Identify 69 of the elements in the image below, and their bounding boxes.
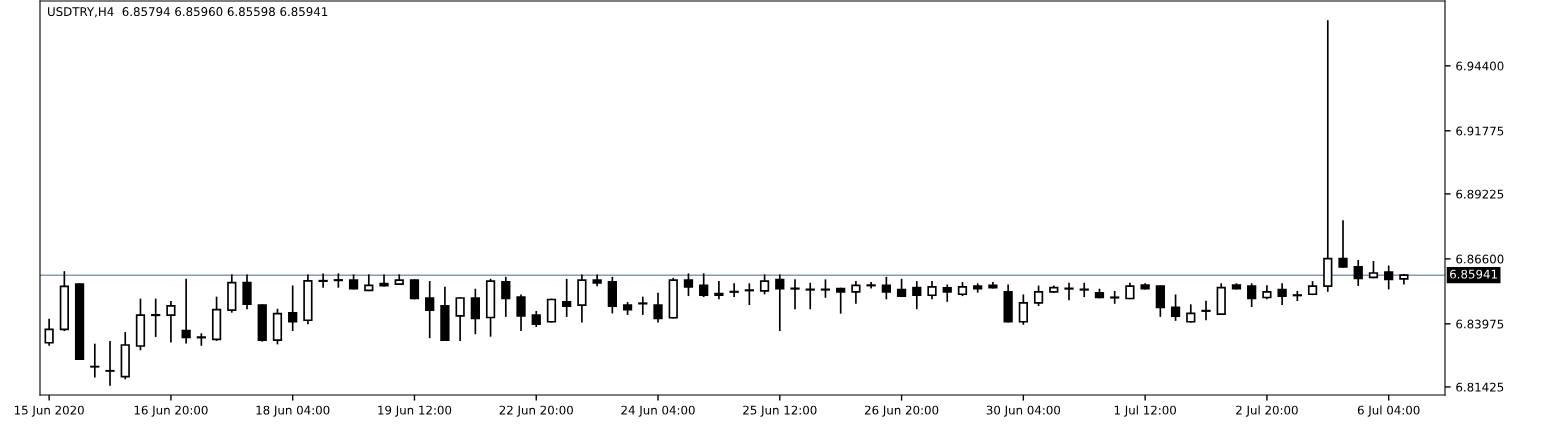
x-tick-label: 30 Jun 04:00 xyxy=(986,405,1061,417)
x-tick-label: 18 Jun 04:00 xyxy=(256,405,330,417)
candlestick xyxy=(44,318,54,346)
y-tick-label: 6.81425 xyxy=(1456,382,1504,392)
x-tick-label: 25 Jun 12:00 xyxy=(743,405,817,417)
candlestick xyxy=(242,274,252,310)
x-tick-label: 16 Jun 20:00 xyxy=(134,405,208,417)
candlestick xyxy=(1170,294,1181,321)
candlestick xyxy=(105,340,115,386)
candlestick xyxy=(318,273,328,288)
candlestick xyxy=(912,281,922,310)
y-tick-label: 6.94400 xyxy=(1456,61,1504,71)
candlestick xyxy=(638,296,648,315)
chart-title: USDTRY,H4 6.85794 6.85960 6.85598 6.85941 xyxy=(48,7,328,18)
candlestick xyxy=(1277,283,1287,306)
x-tick-label: 2 Jul 20:00 xyxy=(1236,405,1298,417)
y-tick-label: 6.83975 xyxy=(1456,319,1504,329)
candlestick xyxy=(1018,294,1028,325)
candlestick xyxy=(409,279,420,300)
candlestick xyxy=(455,297,465,341)
candlestick xyxy=(1155,285,1165,317)
candlestick xyxy=(546,298,557,323)
candlestick xyxy=(729,283,739,298)
candlestick xyxy=(683,273,694,297)
candlestick xyxy=(699,273,709,298)
candlestick xyxy=(653,292,663,323)
x-tick-label: 22 Jun 20:00 xyxy=(499,405,573,417)
y-tick-label: 6.89225 xyxy=(1456,189,1504,199)
candlestick xyxy=(288,285,298,331)
x-tick-label: 6 Jul 04:00 xyxy=(1357,405,1420,417)
candlestick xyxy=(1079,282,1089,298)
candlestick xyxy=(90,343,100,378)
candlestick xyxy=(501,276,511,317)
candlestick xyxy=(1033,285,1044,306)
candlestick xyxy=(1353,260,1363,286)
candlestick xyxy=(881,276,891,300)
candlestick xyxy=(1201,300,1211,321)
candlestick xyxy=(759,274,770,295)
candlestick xyxy=(836,287,846,314)
candlestick xyxy=(973,283,983,293)
ref-line-label: 6.85941 xyxy=(1450,269,1497,279)
candlestick xyxy=(790,279,800,310)
x-tick-label: 15 Jun 2020 xyxy=(14,405,84,417)
candlestick xyxy=(470,288,480,335)
candlestick xyxy=(1110,290,1120,304)
candlestick xyxy=(516,294,526,331)
y-tick-label: 6.91775 xyxy=(1456,126,1504,136)
x-tick-label: 24 Jun 04:00 xyxy=(621,405,695,417)
x-tick-label: 19 Jun 12:00 xyxy=(378,405,452,417)
candlestick xyxy=(166,301,176,343)
candlestick xyxy=(181,278,191,344)
candlestick xyxy=(379,274,389,287)
y-tick-label: 6.86600 xyxy=(1456,254,1504,264)
candlestick xyxy=(775,274,785,331)
x-tick-label: 1 Jul 12:00 xyxy=(1114,405,1176,417)
candlestick xyxy=(151,298,161,337)
candlestick xyxy=(805,282,815,310)
candlestick xyxy=(1384,265,1394,290)
candlestick xyxy=(1064,282,1074,301)
candlestick xyxy=(714,281,724,300)
candlestick xyxy=(851,281,861,304)
candlestick xyxy=(1247,283,1257,307)
candlestick xyxy=(744,283,754,306)
candlestick xyxy=(866,282,876,289)
candlestick xyxy=(1323,20,1333,292)
candlestick xyxy=(425,281,435,339)
candlestick xyxy=(562,278,572,317)
x-tick-label: 26 Jun 20:00 xyxy=(864,405,939,417)
candlestick xyxy=(1338,220,1348,268)
